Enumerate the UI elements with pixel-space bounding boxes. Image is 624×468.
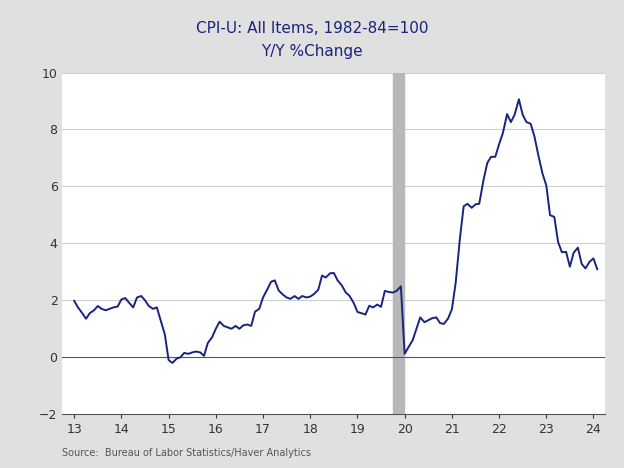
Text: Y/Y %Change: Y/Y %Change [261,44,363,59]
Text: CPI-U: All Items, 1982-84=100: CPI-U: All Items, 1982-84=100 [196,21,428,36]
Bar [393,73,404,414]
Text: Source:  Bureau of Labor Statistics/Haver Analytics: Source: Bureau of Labor Statistics/Haver… [62,448,311,458]
